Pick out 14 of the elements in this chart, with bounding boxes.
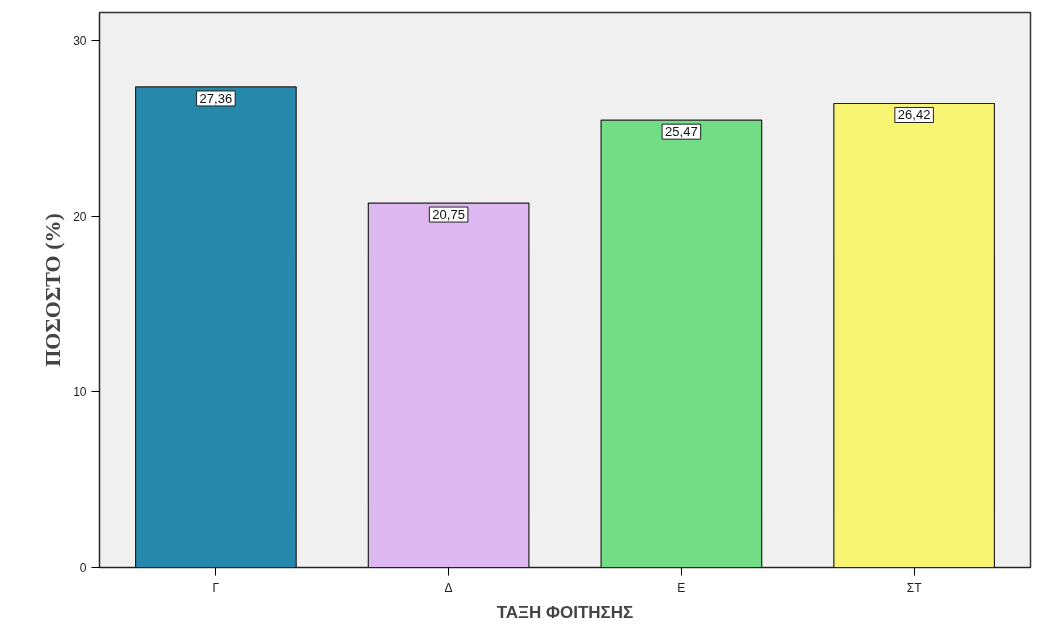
y-tick-label: 30: [73, 34, 87, 49]
y-axis-title: ΠΟΣΟΣΤΟ (%): [40, 213, 66, 367]
x-tick-label: Γ: [212, 580, 220, 595]
data-label: 20,75: [432, 207, 465, 223]
y-tick-label: 10: [73, 385, 87, 400]
data-label: 27,36: [199, 90, 233, 106]
x-tick-label: Ε: [677, 580, 686, 595]
data-label: 25,47: [665, 124, 698, 140]
y-tick-label: 20: [73, 209, 87, 224]
y-tick-label: 0: [79, 561, 87, 575]
data-label: 26,42: [897, 107, 931, 123]
x-axis-title: ΤΑΞΗ ΦΟΙΤΗΣΗΣ: [496, 602, 634, 622]
x-tick-label: ΣΤ: [906, 580, 923, 595]
x-tick-label: Δ: [444, 580, 453, 595]
